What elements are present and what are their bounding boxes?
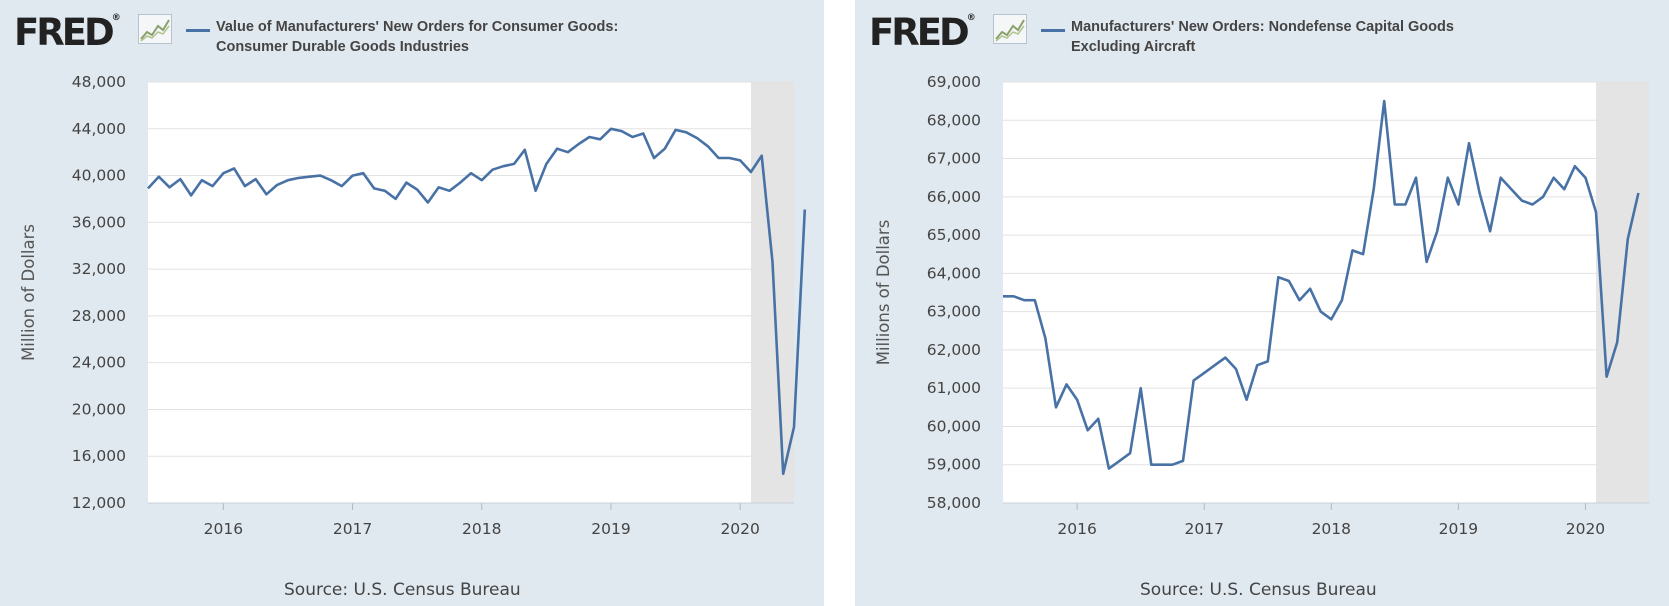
x-tick-label: 2016 (204, 520, 243, 538)
series-line (147, 127, 807, 476)
y-tick-label: 20,000 (72, 400, 126, 418)
x-tick-label: 2017 (1184, 520, 1223, 538)
y-tick-label: 68,000 (927, 111, 981, 129)
y-tick-label: 69,000 (927, 73, 981, 91)
x-tick-label: 2016 (1057, 520, 1096, 538)
fred-logo-text: FRED (14, 11, 115, 54)
registered-mark: ® (111, 13, 121, 23)
line-graph-icon (138, 14, 172, 44)
y-tick-label: 48,000 (72, 73, 126, 91)
y-tick-label: 44,000 (72, 120, 126, 138)
x-tick-label: 2018 (462, 520, 501, 538)
y-tick-label: 65,000 (927, 226, 981, 244)
y-tick-label: 60,000 (927, 417, 981, 435)
y-tick-label: 12,000 (72, 494, 126, 512)
plot-area (1003, 82, 1649, 503)
fred-logo[interactable]: FRED® (869, 11, 976, 54)
y-axis-title: Millions of Dollars (874, 220, 893, 366)
y-tick-label: 64,000 (927, 264, 981, 282)
x-tick-label: 2019 (1439, 520, 1478, 538)
legend-series-swatch (1041, 29, 1065, 32)
series-line (1003, 99, 1640, 470)
line-chart-consumer-durables[interactable]: 12,000 16,000 20,000 24,000 28,000 32,000 36,0… (0, 0, 824, 606)
x-tick-label: 2020 (1566, 520, 1605, 538)
legend-series-swatch (186, 29, 210, 32)
legend-title-line-1: Value of Manufacturers' New Orders for C… (216, 19, 619, 35)
chart-panel-capital-goods: FRED® Manufacturers' New Orders: Nondefe… (855, 0, 1669, 606)
x-tick-label: 2018 (1312, 520, 1351, 538)
plot-area (148, 82, 794, 503)
y-tick-label: 66,000 (927, 188, 981, 206)
y-tick-label: 40,000 (72, 167, 126, 185)
y-tick-label: 67,000 (927, 150, 981, 168)
fred-logo[interactable]: FRED® (14, 11, 121, 54)
legend-title-line-1: Manufacturers' New Orders: Nondefense Ca… (1071, 19, 1454, 35)
y-tick-label: 16,000 (72, 447, 126, 465)
y-tick-label: 28,000 (72, 307, 126, 325)
x-tick-label: 2017 (333, 520, 372, 538)
y-tick-label: 24,000 (72, 354, 126, 372)
x-tick-label: 2019 (591, 520, 630, 538)
y-tick-label: 58,000 (927, 494, 981, 512)
legend-series-title: Manufacturers' New Orders: Nondefense Ca… (1071, 17, 1454, 57)
legend-title-line-2: Consumer Durable Goods Industries (216, 39, 469, 55)
fred-logo-text: FRED (869, 11, 970, 54)
legend-title-line-2: Excluding Aircraft (1071, 39, 1196, 55)
y-tick-label: 32,000 (72, 260, 126, 278)
legend-series-title: Value of Manufacturers' New Orders for C… (216, 17, 618, 57)
y-tick-label: 63,000 (927, 303, 981, 321)
y-tick-label: 59,000 (927, 456, 981, 474)
recession-shading (750, 82, 794, 503)
y-tick-label: 62,000 (927, 341, 981, 359)
registered-mark: ® (966, 13, 976, 23)
x-tick-label: 2020 (720, 520, 759, 538)
line-chart-capital-goods[interactable]: 58,000 59,000 60,000 61,000 62,000 63,000 64,0… (855, 0, 1669, 606)
chart-panel-consumer-durables: FRED® Value of Manufacturers' New Orders… (0, 0, 824, 606)
y-axis-title: Million of Dollars (19, 224, 38, 361)
source-note: Source: U.S. Census Bureau (1140, 580, 1377, 600)
source-note: Source: U.S. Census Bureau (284, 580, 521, 600)
y-tick-label: 36,000 (72, 213, 126, 231)
line-graph-icon (993, 14, 1027, 44)
y-tick-label: 61,000 (927, 379, 981, 397)
